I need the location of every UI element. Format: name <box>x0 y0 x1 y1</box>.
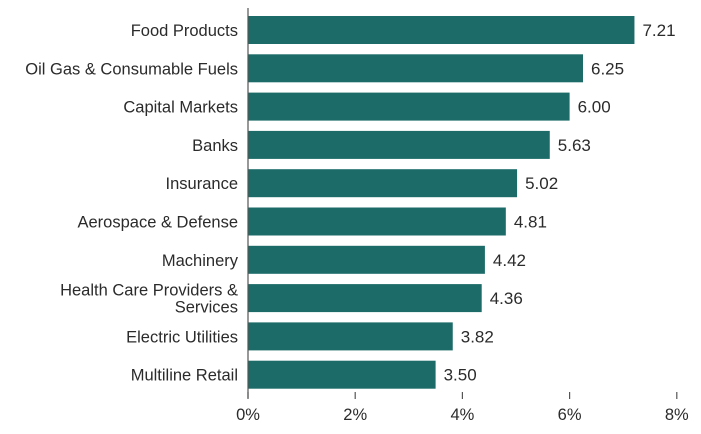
x-tick-label: 6% <box>558 406 582 424</box>
bar <box>248 360 436 389</box>
category-label: Aerospace & Defense <box>77 214 238 232</box>
bar <box>248 245 485 274</box>
category-label: Machinery <box>162 252 239 270</box>
x-tick-label: 2% <box>343 406 367 424</box>
category-label: Banks <box>192 137 238 155</box>
x-tick-label: 4% <box>450 406 474 424</box>
category-label: Oil Gas & Consumable Fuels <box>25 60 238 78</box>
value-label: 6.00 <box>578 98 611 117</box>
bar <box>248 284 482 313</box>
category-label: Food Products <box>131 22 238 40</box>
category-label: Insurance <box>166 175 238 193</box>
value-label: 3.50 <box>444 366 477 385</box>
bar <box>248 16 635 44</box>
value-label: 3.82 <box>461 327 494 346</box>
axes-layer <box>247 8 678 399</box>
x-tick-label: 0% <box>236 406 260 424</box>
bars-layer <box>248 16 635 389</box>
x-tick-label: 8% <box>665 406 689 424</box>
value-label: 7.21 <box>642 21 675 40</box>
value-label: 4.36 <box>490 289 523 308</box>
bar <box>248 322 453 351</box>
value-label: 4.81 <box>514 213 547 232</box>
category-label: Multiline Retail <box>131 367 238 385</box>
category-label: Electric Utilities <box>126 328 238 346</box>
bar <box>248 130 550 159</box>
value-label: 4.42 <box>493 251 526 270</box>
category-label: Health Care Providers & <box>60 282 238 300</box>
bar <box>248 54 583 83</box>
labels-layer: 7.21 Food Products 6.25 Oil Gas & Consumabl… <box>25 21 689 424</box>
value-label: 6.25 <box>591 59 624 78</box>
value-label: 5.02 <box>525 174 558 193</box>
category-label: Services <box>175 299 238 317</box>
value-label: 5.63 <box>558 136 591 155</box>
bar <box>248 92 570 121</box>
bar <box>248 207 506 236</box>
bar <box>248 169 518 198</box>
category-label: Capital Markets <box>123 99 238 117</box>
